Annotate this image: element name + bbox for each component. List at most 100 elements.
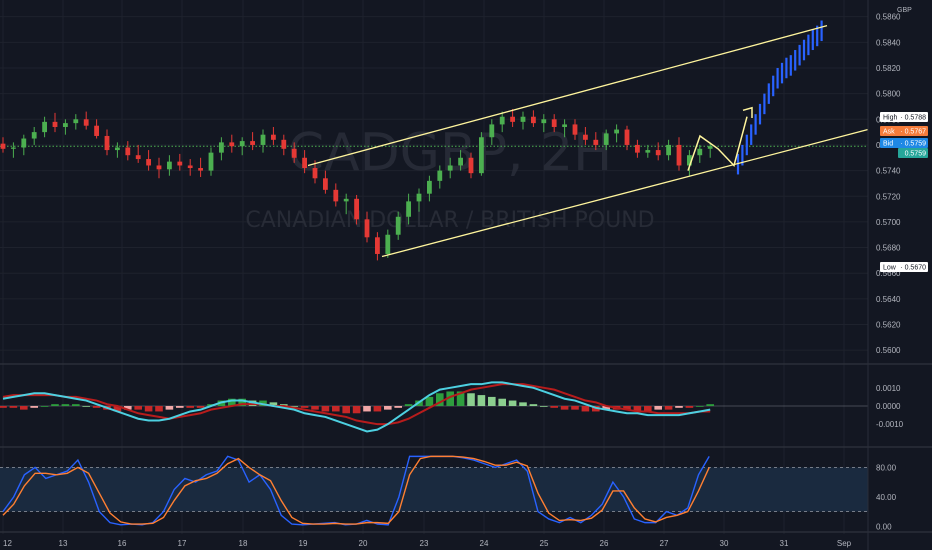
macd-histogram-bar (51, 404, 59, 406)
candle (364, 211, 370, 243)
stochastic-tick-label: 40.00 (876, 493, 897, 502)
macd-histogram-bar (155, 406, 163, 412)
candle-body (707, 146, 713, 149)
price-tick-label: 0.5860 (876, 13, 901, 22)
candle-body (458, 157, 463, 166)
price-tick-label: 0.5740 (876, 167, 901, 176)
candles[interactable] (0, 109, 713, 261)
macd-histogram-bar (30, 406, 38, 408)
candle-body (83, 119, 89, 126)
candle (208, 147, 214, 176)
pattern-drawing[interactable] (687, 106, 753, 171)
price-tag-label: Ask (883, 129, 895, 136)
price-tag-value: 0.5759 (905, 151, 927, 158)
candle-body (562, 124, 567, 127)
macd-histogram-bar (124, 406, 132, 410)
candle-body (676, 144, 682, 166)
candle (73, 114, 79, 130)
macd-pane[interactable] (0, 381, 868, 433)
price-tag: Bid · 0.5759 (880, 138, 928, 148)
candle-body (260, 134, 266, 145)
price-tag-value: · 0.5759 (900, 141, 926, 148)
candle (0, 137, 6, 153)
candle-body (489, 124, 495, 138)
candle (635, 139, 640, 158)
candle-body (250, 141, 255, 145)
candle (479, 132, 484, 176)
candle (11, 142, 16, 158)
time-tick-label: 30 (720, 539, 729, 548)
time-axis[interactable]: 12 13 16 17 18 19 20 23 24 25 26 27 30 31 Sep (3, 539, 852, 548)
macd-histogram-bar (373, 406, 382, 412)
macd-tick-label: 0.0010 (876, 384, 901, 393)
macd-tick-label: -0.0010 (876, 420, 904, 429)
time-tick-label: 24 (480, 539, 489, 548)
candle (531, 110, 536, 127)
macd-histogram-bar (436, 393, 444, 406)
candle (83, 111, 89, 130)
price-tags: High · 0.5788 Ask · 0.5767 Bid · 0.5759 0.5759… (880, 112, 928, 272)
candle-body (593, 139, 599, 145)
candle-body (354, 198, 359, 220)
channel-upper-line (307, 25, 828, 167)
macd-histogram-bar (644, 406, 652, 412)
macd-histogram-bar (363, 406, 371, 412)
candle (551, 114, 557, 133)
candle-body (541, 119, 547, 124)
macd-histogram-bar (40, 406, 49, 407)
stochastic-band (0, 467, 868, 512)
candle (416, 188, 422, 212)
candle (707, 142, 713, 158)
stochastic-d-line (2, 455, 710, 525)
price-tag-value: · 0.5670 (900, 265, 926, 272)
stochastic-pane[interactable] (0, 455, 868, 526)
candle-body (271, 134, 276, 140)
macd-signal-line (2, 383, 711, 426)
price-tag: 0.5759 (898, 148, 928, 158)
macd-histogram-bar (9, 406, 18, 408)
candle (333, 183, 339, 207)
candle-body (198, 168, 203, 171)
macd-histogram-bar (467, 393, 475, 406)
candle-body (323, 178, 328, 190)
candle (135, 144, 141, 163)
candle (395, 211, 401, 240)
candle (52, 112, 58, 133)
candle (239, 137, 245, 156)
macd-histogram-bar (477, 395, 486, 406)
macd-histogram-bar (560, 406, 569, 410)
candle-body (177, 161, 183, 166)
time-tick-label: 16 (118, 539, 127, 548)
candle (291, 142, 297, 163)
macd-histogram-bar (550, 406, 558, 408)
macd-histogram-bar (72, 404, 80, 406)
macd-histogram-bar (664, 406, 673, 410)
price-tick-label: 0.5840 (876, 38, 901, 47)
candle-body (510, 116, 515, 122)
macd-histogram-bar (321, 406, 330, 412)
macd-histogram-bar (456, 391, 465, 406)
channel-lower-line (381, 128, 869, 258)
time-tick-label: 18 (239, 539, 248, 548)
candle-body (468, 157, 474, 174)
candle-body (208, 152, 214, 171)
candle (125, 141, 131, 161)
candle-body (115, 147, 120, 151)
macd-histogram-bar (144, 406, 153, 412)
candle (489, 119, 495, 145)
macd-histogram-bar (290, 406, 298, 407)
price-tag-value: · 0.5788 (900, 115, 926, 122)
price-tick-label: 0.5640 (876, 295, 901, 304)
macd-histogram-bar (82, 406, 90, 407)
macd-histogram-bar (113, 406, 122, 412)
candle-body (447, 165, 453, 171)
candle (250, 132, 255, 151)
candle-body (406, 201, 411, 217)
candle-body (614, 129, 619, 134)
channel-lines[interactable] (307, 25, 869, 258)
candle-body (239, 141, 245, 147)
candle-body (333, 189, 339, 202)
macd-histogram-bar (238, 398, 246, 406)
macd-histogram-bar (332, 406, 340, 412)
